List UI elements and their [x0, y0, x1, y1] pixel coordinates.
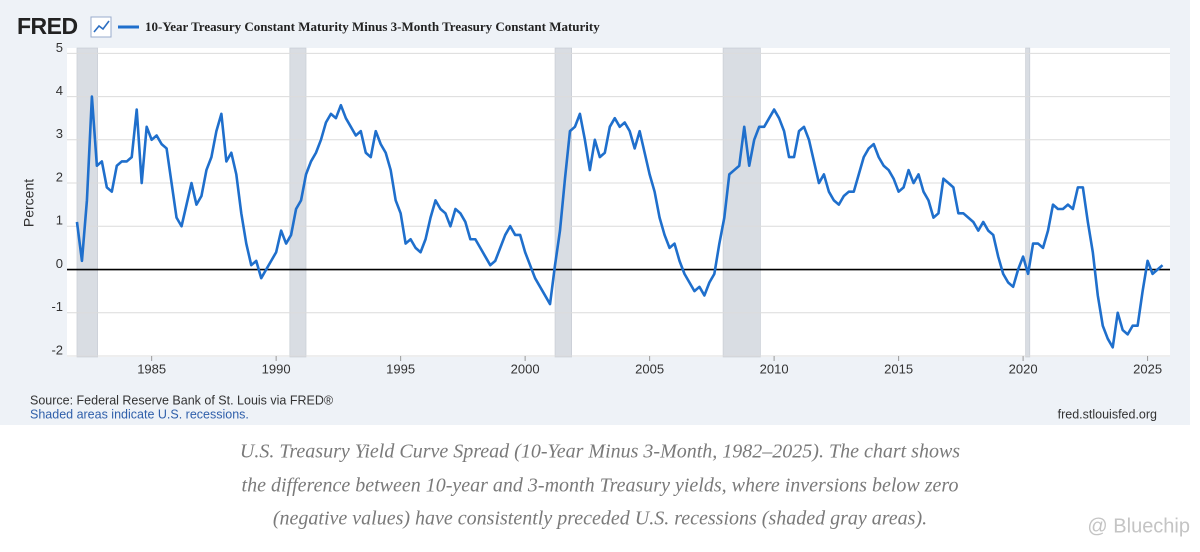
- x-tick-label: 1995: [386, 361, 415, 376]
- x-tick-label: 2015: [884, 361, 913, 376]
- y-tick-label: 3: [56, 126, 63, 141]
- caption-line: U.S. Treasury Yield Curve Spread (10-Yea…: [240, 441, 960, 463]
- legend-label: 10-Year Treasury Constant Maturity Minus…: [145, 19, 600, 34]
- source: Source: Federal Reserve Bank of St. Loui…: [30, 393, 334, 407]
- recession-band: [289, 47, 307, 358]
- plot: 5 4 3 2 1 0 -1 -2 1985 1990 1995 2000 2005 2010 2015 20…: [51, 40, 1170, 376]
- series-line: [75, 95, 1164, 349]
- logo-icon: [90, 16, 112, 38]
- logo: FRED: [17, 13, 78, 39]
- site: fred.stlouisfed.org: [1058, 407, 1157, 421]
- y-axis-label: Percent: [21, 179, 37, 227]
- x-tick-label: 2020: [1009, 361, 1038, 376]
- recession-note: Shaded areas indicate U.S. recessions.: [30, 407, 249, 421]
- x-tick-label: 1985: [137, 361, 166, 376]
- x-tick-label: 2000: [511, 361, 540, 376]
- y-tick-label: -2: [51, 342, 63, 357]
- y-tick-label: 1: [56, 213, 63, 228]
- y-tick-label: 0: [56, 256, 63, 271]
- caption-line: (negative values) have consistently prec…: [273, 508, 927, 530]
- x-tick-label: 2025: [1133, 361, 1162, 376]
- y-tick-label: -1: [51, 299, 63, 314]
- x-tick-label: 1990: [262, 361, 291, 376]
- plot-background: [67, 48, 1170, 357]
- y-tick-label: 2: [56, 169, 63, 184]
- watermark: @ Bluechip: [1087, 515, 1190, 537]
- x-tick-label: 2010: [760, 361, 789, 376]
- caption-line: the difference between 10-year and 3-mon…: [242, 475, 959, 497]
- recession-band: [722, 47, 761, 358]
- x-tick-label: 2005: [635, 361, 664, 376]
- y-tick-label: 5: [56, 40, 63, 55]
- recession-band: [1025, 47, 1031, 358]
- y-tick-label: 4: [56, 83, 63, 98]
